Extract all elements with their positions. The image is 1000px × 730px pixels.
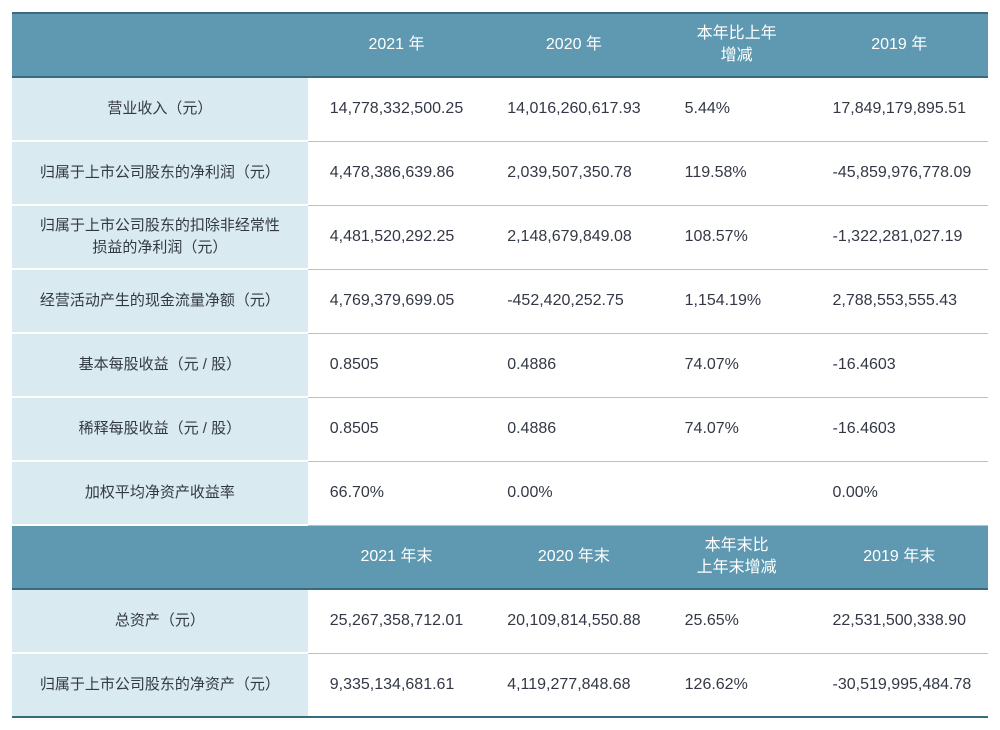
- data-cell: 2,039,507,350.78: [485, 141, 662, 205]
- data-cell: 0.4886: [485, 333, 662, 397]
- column-header: 2020 年末: [485, 525, 662, 589]
- row-label: 基本每股收益（元 / 股）: [12, 333, 308, 397]
- row-label: 稀释每股收益（元 / 股）: [12, 397, 308, 461]
- row-label: 归属于上市公司股东的扣除非经常性 损益的净利润（元）: [12, 205, 308, 269]
- column-header: [12, 13, 308, 77]
- data-cell: 108.57%: [663, 205, 811, 269]
- data-cell: 126.62%: [663, 653, 811, 717]
- row-label: 营业收入（元）: [12, 77, 308, 141]
- data-cell: 0.8505: [308, 397, 485, 461]
- data-cell: 0.00%: [811, 461, 989, 525]
- data-cell: 74.07%: [663, 333, 811, 397]
- row-label: 加权平均净资产收益率: [12, 461, 308, 525]
- data-cell: -452,420,252.75: [485, 269, 662, 333]
- data-cell: 1,154.19%: [663, 269, 811, 333]
- financial-table: 2021 年2020 年本年比上年 增减2019 年营业收入（元）14,778,…: [12, 12, 988, 718]
- data-cell: 2,788,553,555.43: [811, 269, 989, 333]
- data-cell: 17,849,179,895.51: [811, 77, 989, 141]
- column-header: 2019 年末: [811, 525, 989, 589]
- data-cell: 25.65%: [663, 589, 811, 653]
- column-header: 2021 年末: [308, 525, 485, 589]
- data-cell: 4,481,520,292.25: [308, 205, 485, 269]
- data-cell: -1,322,281,027.19: [811, 205, 989, 269]
- data-cell: 4,478,386,639.86: [308, 141, 485, 205]
- column-header: 2019 年: [811, 13, 989, 77]
- data-cell: 0.8505: [308, 333, 485, 397]
- row-label: 经营活动产生的现金流量净额（元）: [12, 269, 308, 333]
- data-cell: 5.44%: [663, 77, 811, 141]
- data-cell: -16.4603: [811, 397, 989, 461]
- column-header: 本年末比 上年末增减: [663, 525, 811, 589]
- data-cell: 4,119,277,848.68: [485, 653, 662, 717]
- data-cell: 22,531,500,338.90: [811, 589, 989, 653]
- row-label: 归属于上市公司股东的净利润（元）: [12, 141, 308, 205]
- data-cell: 9,335,134,681.61: [308, 653, 485, 717]
- data-cell: 66.70%: [308, 461, 485, 525]
- data-cell: 119.58%: [663, 141, 811, 205]
- data-cell: 74.07%: [663, 397, 811, 461]
- data-cell: 0.4886: [485, 397, 662, 461]
- column-header: 本年比上年 增减: [663, 13, 811, 77]
- data-cell: 14,016,260,617.93: [485, 77, 662, 141]
- column-header: 2020 年: [485, 13, 662, 77]
- data-cell: 20,109,814,550.88: [485, 589, 662, 653]
- row-label: 归属于上市公司股东的净资产（元）: [12, 653, 308, 717]
- column-header: 2021 年: [308, 13, 485, 77]
- data-cell: 0.00%: [485, 461, 662, 525]
- data-cell: 4,769,379,699.05: [308, 269, 485, 333]
- data-cell: 14,778,332,500.25: [308, 77, 485, 141]
- data-cell: -16.4603: [811, 333, 989, 397]
- data-cell: -30,519,995,484.78: [811, 653, 989, 717]
- column-header: [12, 525, 308, 589]
- data-cell: 25,267,358,712.01: [308, 589, 485, 653]
- data-cell: -45,859,976,778.09: [811, 141, 989, 205]
- data-cell: [663, 461, 811, 525]
- row-label: 总资产（元）: [12, 589, 308, 653]
- data-cell: 2,148,679,849.08: [485, 205, 662, 269]
